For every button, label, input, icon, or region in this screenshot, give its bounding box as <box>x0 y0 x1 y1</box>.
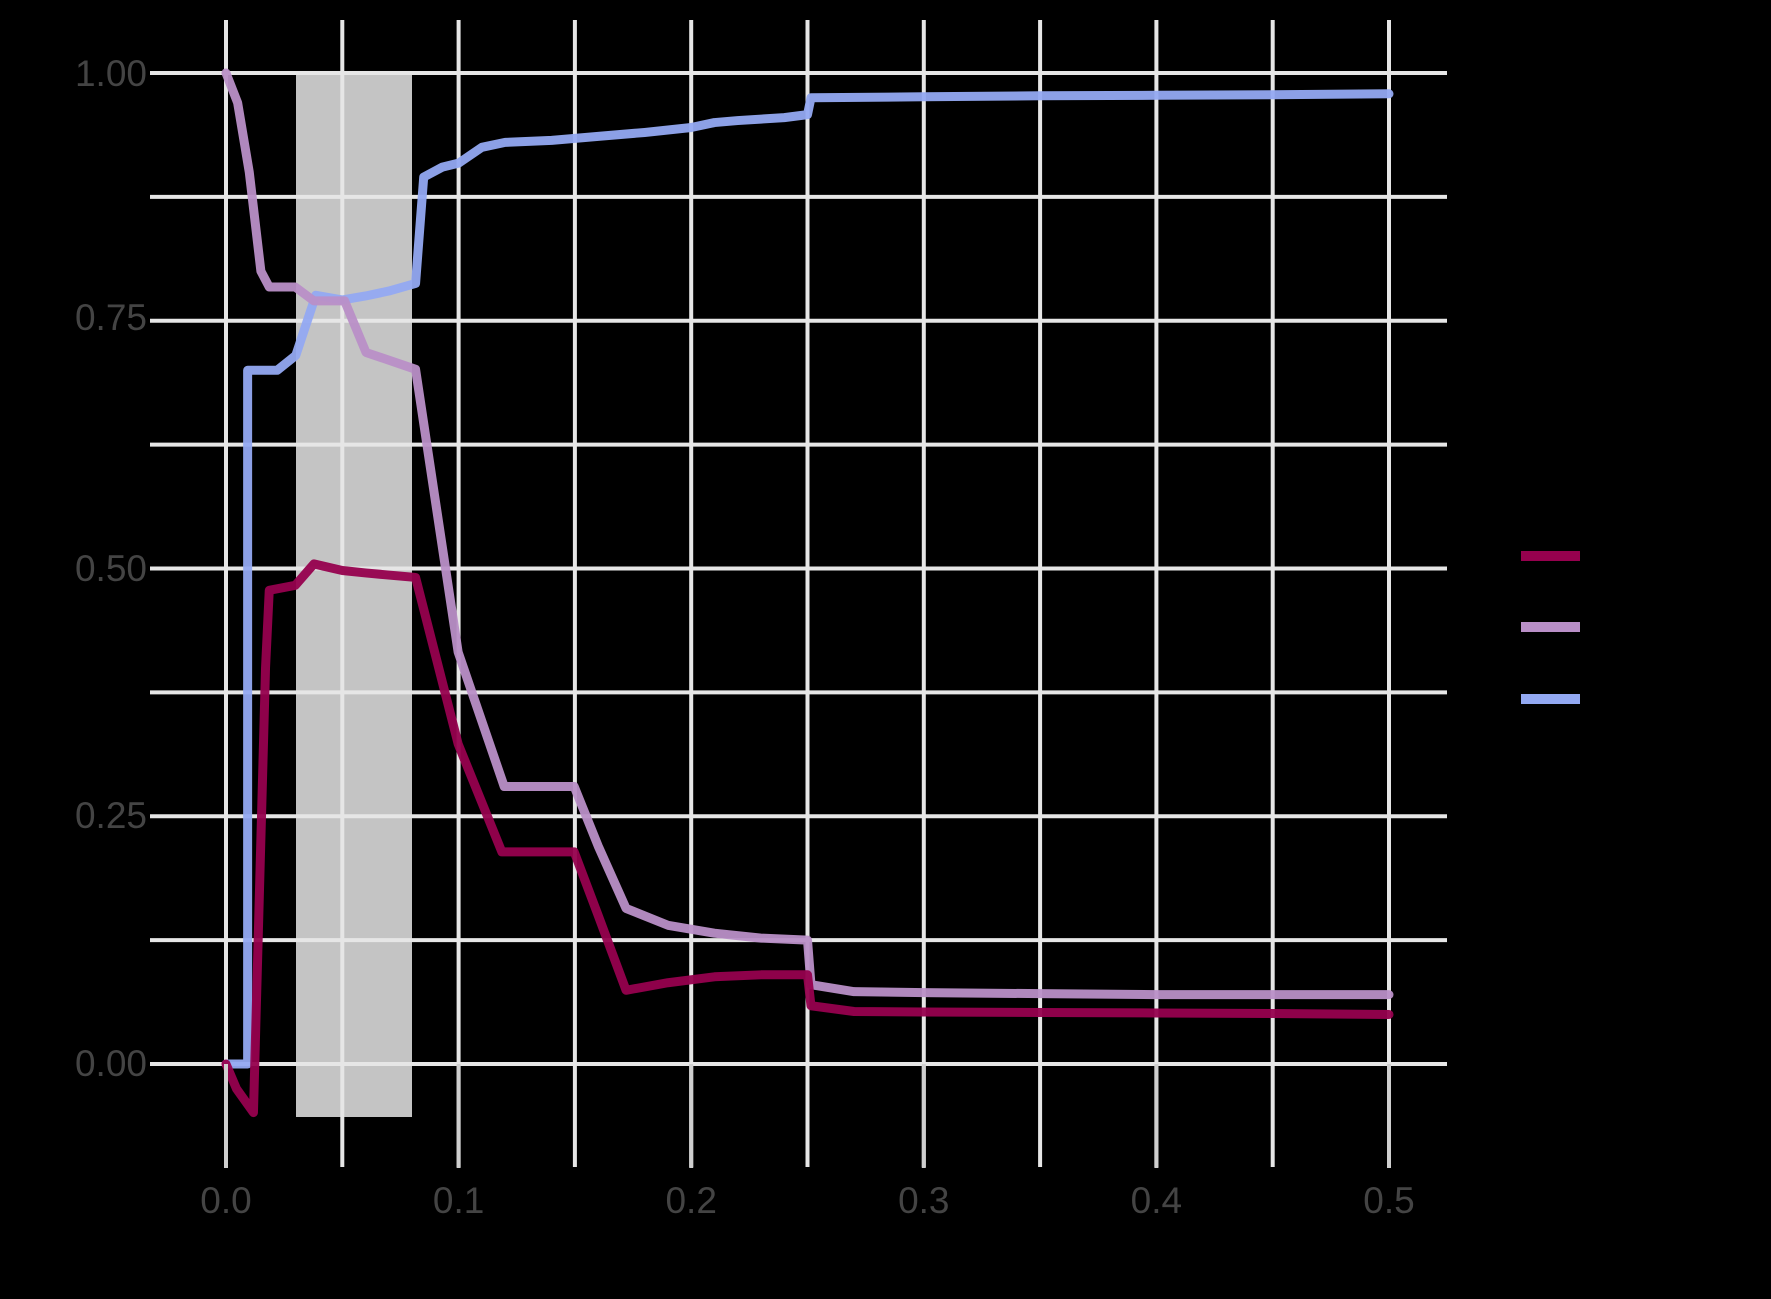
svg-text:0.50: 0.50 <box>75 548 147 589</box>
svg-text:0.1: 0.1 <box>433 1180 484 1221</box>
svg-text:1.00: 1.00 <box>75 53 147 94</box>
svg-text:0.00: 0.00 <box>75 1043 147 1084</box>
svg-text:0.0: 0.0 <box>200 1180 251 1221</box>
svg-text:0.3: 0.3 <box>898 1180 949 1221</box>
svg-text:0.4: 0.4 <box>1131 1180 1182 1221</box>
svg-text:0.5: 0.5 <box>1363 1180 1414 1221</box>
svg-text:0.75: 0.75 <box>75 297 147 338</box>
svg-text:0.25: 0.25 <box>75 795 147 836</box>
svg-text:0.2: 0.2 <box>665 1180 716 1221</box>
